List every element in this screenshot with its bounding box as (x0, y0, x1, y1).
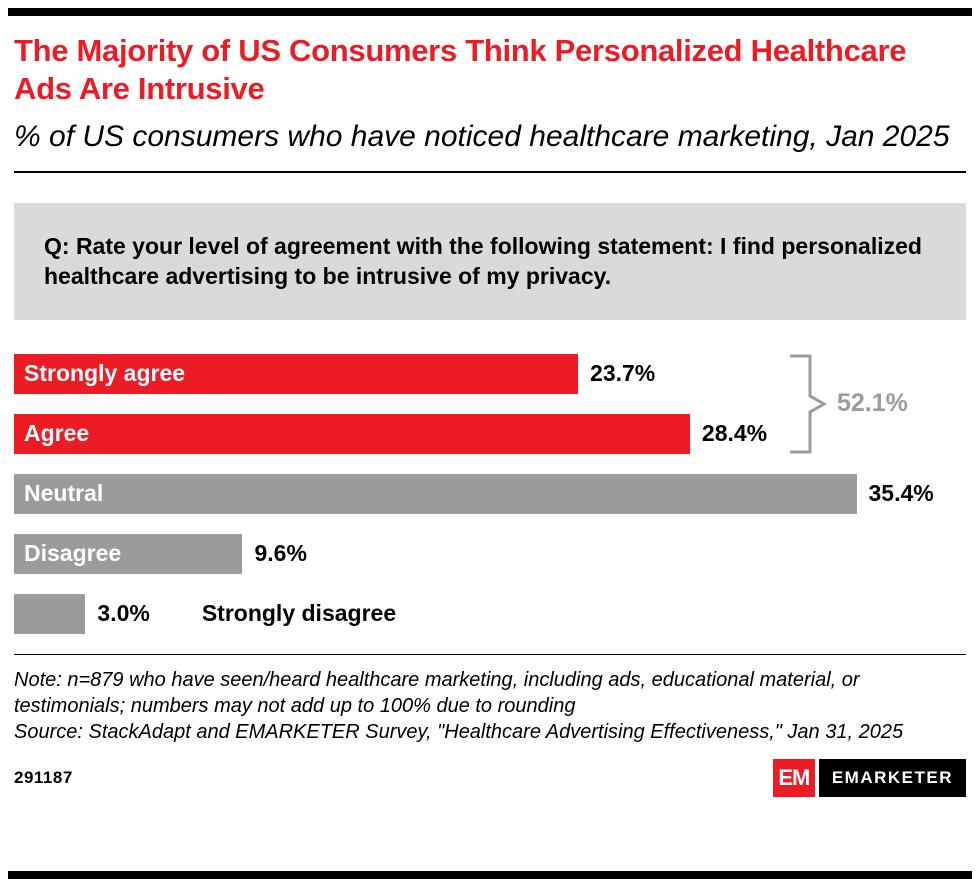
bottom-black-bar (8, 871, 972, 879)
bar-agree: Agree (14, 413, 690, 454)
bar-label: Neutral (24, 480, 104, 507)
bar-neutral: Neutral (14, 473, 857, 514)
note-text: Note: n=879 who have seen/heard healthca… (14, 668, 860, 717)
bar-disagree: Disagree (14, 533, 243, 574)
footer: 291187 EM EMARKETER (0, 758, 980, 797)
chart-subtitle: % of US consumers who have noticed healt… (14, 119, 950, 153)
header-divider (14, 171, 966, 174)
notes-divider (14, 653, 966, 655)
chart-id: 291187 (14, 767, 73, 787)
bar-row-agree: Agree 28.4% (14, 413, 966, 454)
bar-value: 23.7% (590, 360, 656, 387)
group-annotation: 52.1% (788, 354, 908, 454)
question-box: Q: Rate your level of agreement with the… (14, 203, 966, 320)
bar-label: Agree (24, 420, 90, 447)
bar-label: Strongly agree (24, 360, 186, 387)
bar-label: Disagree (24, 540, 122, 567)
top-black-bar (8, 8, 972, 16)
bar-value: 9.6% (254, 540, 307, 567)
emarketer-logo-mark: EM (772, 758, 815, 797)
group-share-label: 52.1% (837, 389, 908, 418)
bar-row-neutral: Neutral 35.4% (14, 473, 966, 514)
bar-row-strongly-agree: Strongly agree 23.7% (14, 353, 966, 394)
emarketer-logo: EM EMARKETER (772, 758, 966, 797)
bar-value: 28.4% (701, 420, 768, 447)
bar-row-strongly-disagree: 3.0% Strongly disagree (14, 593, 966, 634)
bar-value: 35.4% (868, 480, 934, 507)
chart-title: The Majority of US Consumers Think Perso… (14, 33, 907, 106)
bar-value: 3.0% (97, 600, 150, 627)
group-bracket (790, 354, 828, 454)
bar-strongly-disagree (14, 593, 86, 634)
bar-label-outside: Strongly disagree (201, 600, 397, 627)
source-text: Source: StackAdapt and EMARKETER Survey,… (14, 720, 904, 743)
bar-strongly-agree: Strongly agree (14, 353, 579, 394)
emarketer-logo-text: EMARKETER (818, 758, 966, 797)
bar-row-disagree: Disagree 9.6% (14, 533, 966, 574)
bar-chart: Strongly agree 23.7% Agree 28.4% Neutral… (14, 353, 966, 634)
